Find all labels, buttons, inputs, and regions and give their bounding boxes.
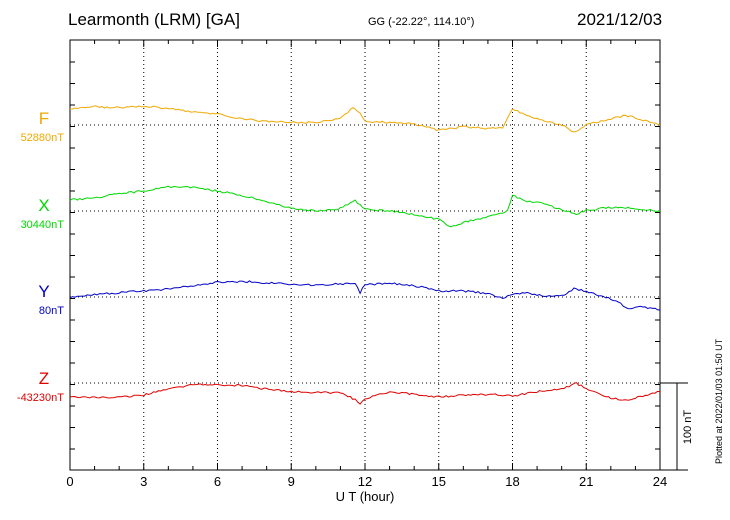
- x-tick-label: 24: [653, 474, 667, 489]
- station-title: Learmonth (LRM) [GA]: [68, 10, 240, 29]
- grid-lines: [143, 40, 587, 470]
- series-baseline-label-y: 80nT: [39, 305, 64, 317]
- x-tick-label: 15: [432, 474, 446, 489]
- x-tick-label: 12: [358, 474, 372, 489]
- series-line-f: [69, 105, 661, 133]
- x-tick-label: 18: [505, 474, 519, 489]
- x-axis-label: U T (hour): [336, 489, 395, 504]
- x-tick-label: 9: [288, 474, 295, 489]
- x-tick-label: 21: [579, 474, 593, 489]
- series-line-z: [69, 381, 661, 405]
- series-baseline-label-z: -43230nT: [17, 392, 64, 404]
- series-line-x: [69, 185, 661, 228]
- x-tick-label: 3: [140, 474, 147, 489]
- series-name-x: X: [38, 196, 49, 215]
- plot-date: 2021/12/03: [577, 10, 663, 29]
- series-baseline-label-x: 30440nT: [21, 219, 65, 231]
- x-tick-label: 6: [214, 474, 221, 489]
- series-name-z: Z: [39, 369, 49, 388]
- series-labels: F 52880nT X 30440nT Y 80nT Z -43230nT: [17, 109, 64, 404]
- axis-ticks: [69, 40, 661, 470]
- series-name-y: Y: [38, 282, 49, 301]
- x-tick-label: 0: [66, 474, 73, 489]
- series-name-f: F: [39, 109, 49, 128]
- series-baseline-label-f: 52880nT: [21, 132, 65, 144]
- x-tick-labels: 0 3 6 9 12 15 18 21 24: [66, 474, 667, 489]
- scale-bar: 100 nT: [660, 382, 694, 471]
- scale-bar-label: 100 nT: [682, 410, 694, 445]
- series-line-y: [69, 280, 661, 311]
- station-coords: GG (-22.22°, 114.10°): [368, 16, 475, 28]
- series-lines: [69, 105, 661, 405]
